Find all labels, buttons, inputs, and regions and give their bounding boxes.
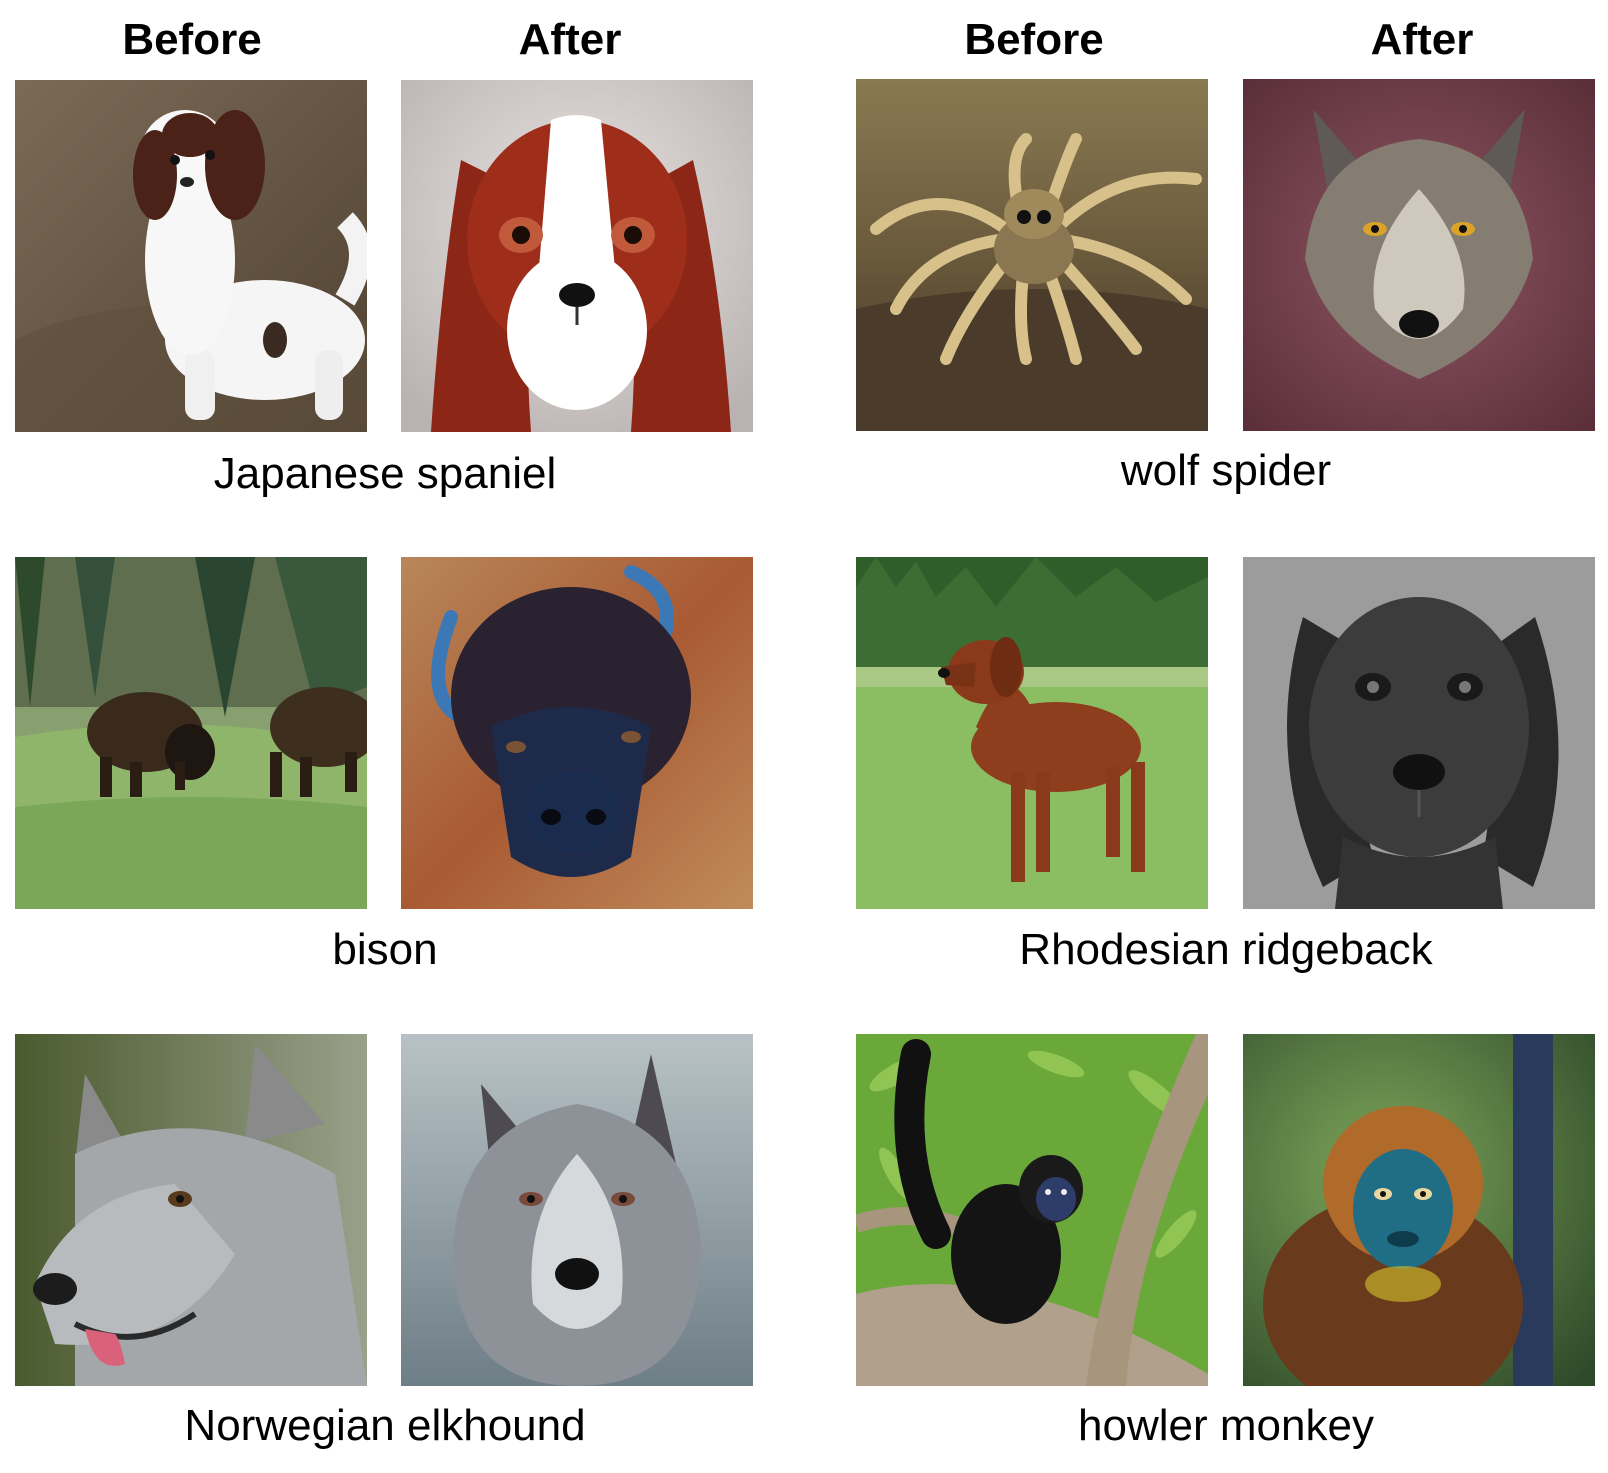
howler-monkey-after-image [1243, 1034, 1595, 1386]
header-after-left: After [518, 15, 622, 64]
dog-icon [401, 1034, 753, 1386]
bison-before-image [15, 557, 367, 909]
norwegian-elkhound-after-image [401, 1034, 753, 1386]
caption-howler-monkey: howler monkey [1078, 1401, 1374, 1450]
japanese-spaniel-before-image [15, 80, 367, 432]
howler-monkey-before-image [856, 1034, 1208, 1386]
japanese-spaniel-after-image [401, 80, 753, 432]
rhodesian-ridgeback-after-image [1243, 557, 1595, 909]
caption-wolf-spider: wolf spider [1120, 446, 1332, 495]
wolf-spider-after-image [1243, 79, 1595, 431]
spider-icon [856, 79, 1208, 431]
dog-icon [401, 80, 753, 432]
header-after-right: After [1370, 15, 1474, 64]
dog-icon [1243, 557, 1595, 909]
dog-icon [856, 557, 1208, 909]
header-before-left: Before [122, 15, 262, 64]
header-before-right: Before [964, 15, 1104, 64]
bison-icon [15, 557, 367, 909]
monkey-icon [1243, 1034, 1595, 1386]
bison-after-image [401, 557, 753, 909]
norwegian-elkhound-before-image [15, 1034, 367, 1386]
caption-japanese-spaniel: Japanese spaniel [213, 449, 557, 498]
rhodesian-ridgeback-before-image [856, 557, 1208, 909]
caption-bison: bison [332, 925, 438, 974]
bison-icon [401, 557, 753, 909]
wolf-spider-before-image [856, 79, 1208, 431]
monkey-icon [856, 1034, 1208, 1386]
wolf-icon [1243, 79, 1595, 431]
caption-rhodesian-ridgeback: Rhodesian ridgeback [1019, 925, 1433, 974]
dog-icon [15, 1034, 367, 1386]
caption-norwegian-elkhound: Norwegian elkhound [184, 1401, 586, 1450]
dog-icon [15, 80, 367, 432]
